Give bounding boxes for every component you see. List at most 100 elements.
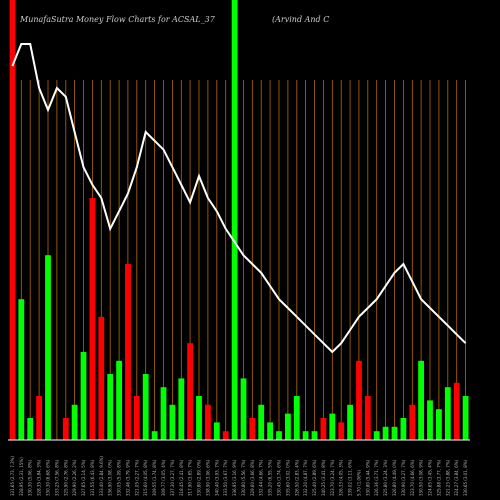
- bar: [98, 316, 105, 440]
- x-tick-label: 330.45 (3.74, 6%): [277, 459, 282, 496]
- x-tick-label: 326.50 (2.83, 4%): [294, 459, 299, 496]
- bar: [444, 387, 451, 440]
- bar: [80, 352, 87, 440]
- x-tick-label: 321.23 (3.88, 7%): [445, 459, 450, 496]
- bar: [116, 360, 122, 440]
- x-tick-label: 330.80 (2.89, 0%): [197, 459, 202, 496]
- x-tick-label: 333.25 (7.56, 8%): [54, 459, 59, 496]
- bar: [356, 360, 362, 440]
- x-tick-label: 325.80 (3.24, 3%): [383, 459, 388, 496]
- x-tick-label: 329.60 (3.66, 8%): [250, 459, 255, 496]
- bar: [231, 0, 238, 440]
- x-tick-label: 324.65 (3.45, 4%): [428, 459, 433, 496]
- bar: [222, 431, 229, 440]
- bar: [364, 396, 371, 440]
- x-tick-label: 321.05 (2.27, 7%): [134, 459, 139, 496]
- x-tick-label: 332.44 (4.66, 7%): [259, 459, 264, 496]
- bar: [329, 413, 336, 440]
- bar: [133, 396, 140, 440]
- x-tick-label: 333.50 (3.67, 7%): [223, 459, 228, 496]
- x-tick-label: 318.45 (2.41, 8%): [179, 459, 184, 496]
- bar: [293, 396, 300, 440]
- bar: [391, 426, 398, 440]
- x-tick-label: 315.60 (4.05, 8%): [143, 459, 148, 496]
- chart-subtitle: (Arvind And C: [272, 15, 329, 24]
- money-flow-line: [11, 43, 467, 354]
- x-tick-label: 330.65 (3.01, 8%): [463, 459, 468, 496]
- x-tick-label: 331.55 (6.43, 8%): [90, 459, 95, 496]
- bar: [427, 400, 433, 440]
- bar: [125, 264, 131, 440]
- x-tick-label: 324.27 (3.84, 6%): [454, 459, 459, 496]
- x-tick-label: 340.25 (3.41, 8%): [321, 459, 326, 496]
- bar: [178, 378, 185, 440]
- x-tick-label: 330.90 (3.27, 7%): [401, 459, 406, 496]
- x-tick-label: 332.20 (4.87, 7%): [303, 459, 308, 496]
- bar: [107, 374, 114, 440]
- bar: [418, 360, 424, 440]
- bar: [258, 404, 265, 440]
- x-tick-label: 309.55 (1.74, 8%): [152, 459, 157, 496]
- bar: [436, 409, 442, 440]
- x-tick-label: 336.95 (3.16, 9%): [232, 459, 237, 496]
- x-tick-label: 325.40 (2.89, 6%): [312, 459, 317, 496]
- x-tick-label: 333.40 (2.84, 9.6%): [99, 456, 104, 496]
- x-tick-label: 330.80 (5.56, 7%): [241, 459, 246, 496]
- bar: [169, 404, 176, 440]
- x-tick-label: 336.90 (3.08, 0%): [108, 459, 113, 496]
- bar: [400, 418, 407, 440]
- x-tick-label: 326.36 (3.71, 7%): [374, 459, 379, 496]
- x-tick-label: 326.80 (4.49, 0%): [392, 459, 397, 496]
- x-tick-label: 340.40 (3.93, 7%): [214, 459, 219, 496]
- x-tick-label: 323.70 (3.24, 7%): [330, 459, 335, 496]
- x-tick-label: 330.30 (5.06, 8%): [28, 459, 33, 496]
- bar: [9, 0, 16, 440]
- x-tick-label: 5.70 (1.06%): [356, 470, 361, 496]
- x-tick-label: 327.65 (2.14, 5%): [81, 459, 86, 496]
- bar: [409, 404, 416, 440]
- bar: [142, 374, 149, 440]
- bar: [276, 431, 282, 440]
- bar: [302, 431, 309, 440]
- x-tick-label: 317.90 (3.65, 7%): [188, 459, 193, 496]
- bar: [18, 299, 25, 440]
- bar: [382, 426, 389, 440]
- bar: [187, 343, 193, 440]
- bar: [27, 418, 34, 440]
- bar: [267, 422, 273, 440]
- bar: [347, 404, 353, 440]
- bar: [453, 382, 460, 440]
- chart-title: MunafaSutra Money Flow Charts for ACSAL_…: [19, 15, 216, 24]
- x-tick-label: 328.95 (2.31, 15%): [19, 457, 24, 496]
- x-tick-label: 335.20 (6.55, 5%): [268, 459, 273, 496]
- x-tick-label: 325.90 (2.76, 8%): [63, 459, 68, 496]
- bar: [373, 431, 380, 440]
- bar: [462, 396, 469, 440]
- bar: [196, 396, 202, 440]
- bar: [338, 422, 345, 440]
- x-tick-label: 330.05 (5.09, 8%): [117, 459, 122, 496]
- bar: [89, 198, 96, 440]
- x-tick-label: 330.50 (3.08, 9%): [419, 459, 424, 496]
- x-tick-label: 326.33 (4.05, 3%): [339, 459, 344, 496]
- x-tick-label: 323.70 (4.66, 6%): [410, 459, 415, 496]
- x-tick-label: 337.30 (3.27, 7%): [170, 459, 175, 496]
- bar: [36, 396, 42, 440]
- x-tick-label: 339.02 (3.11, 6%): [348, 459, 353, 496]
- bar: [71, 404, 78, 440]
- bar: [311, 431, 318, 440]
- bar: [160, 387, 167, 440]
- x-tick-label: 309.77 (3.05, 4%): [161, 459, 166, 496]
- bar: [151, 431, 158, 440]
- bar: [45, 255, 51, 440]
- x-tick-label: 335.60 (3.02, 0%): [285, 459, 290, 496]
- bar: [249, 418, 256, 440]
- bar: [62, 418, 69, 440]
- x-tick-label: 330.30 (6.68, 6%): [46, 459, 51, 496]
- x-tick-label: 329.90 (2.26, 2%): [72, 459, 77, 496]
- bar: [320, 418, 327, 440]
- x-tick-label: 328.35 (3.84, 3%): [37, 459, 42, 496]
- bar: [205, 404, 211, 440]
- x-tick-label: 338.90 (3.06, 6%): [205, 459, 210, 496]
